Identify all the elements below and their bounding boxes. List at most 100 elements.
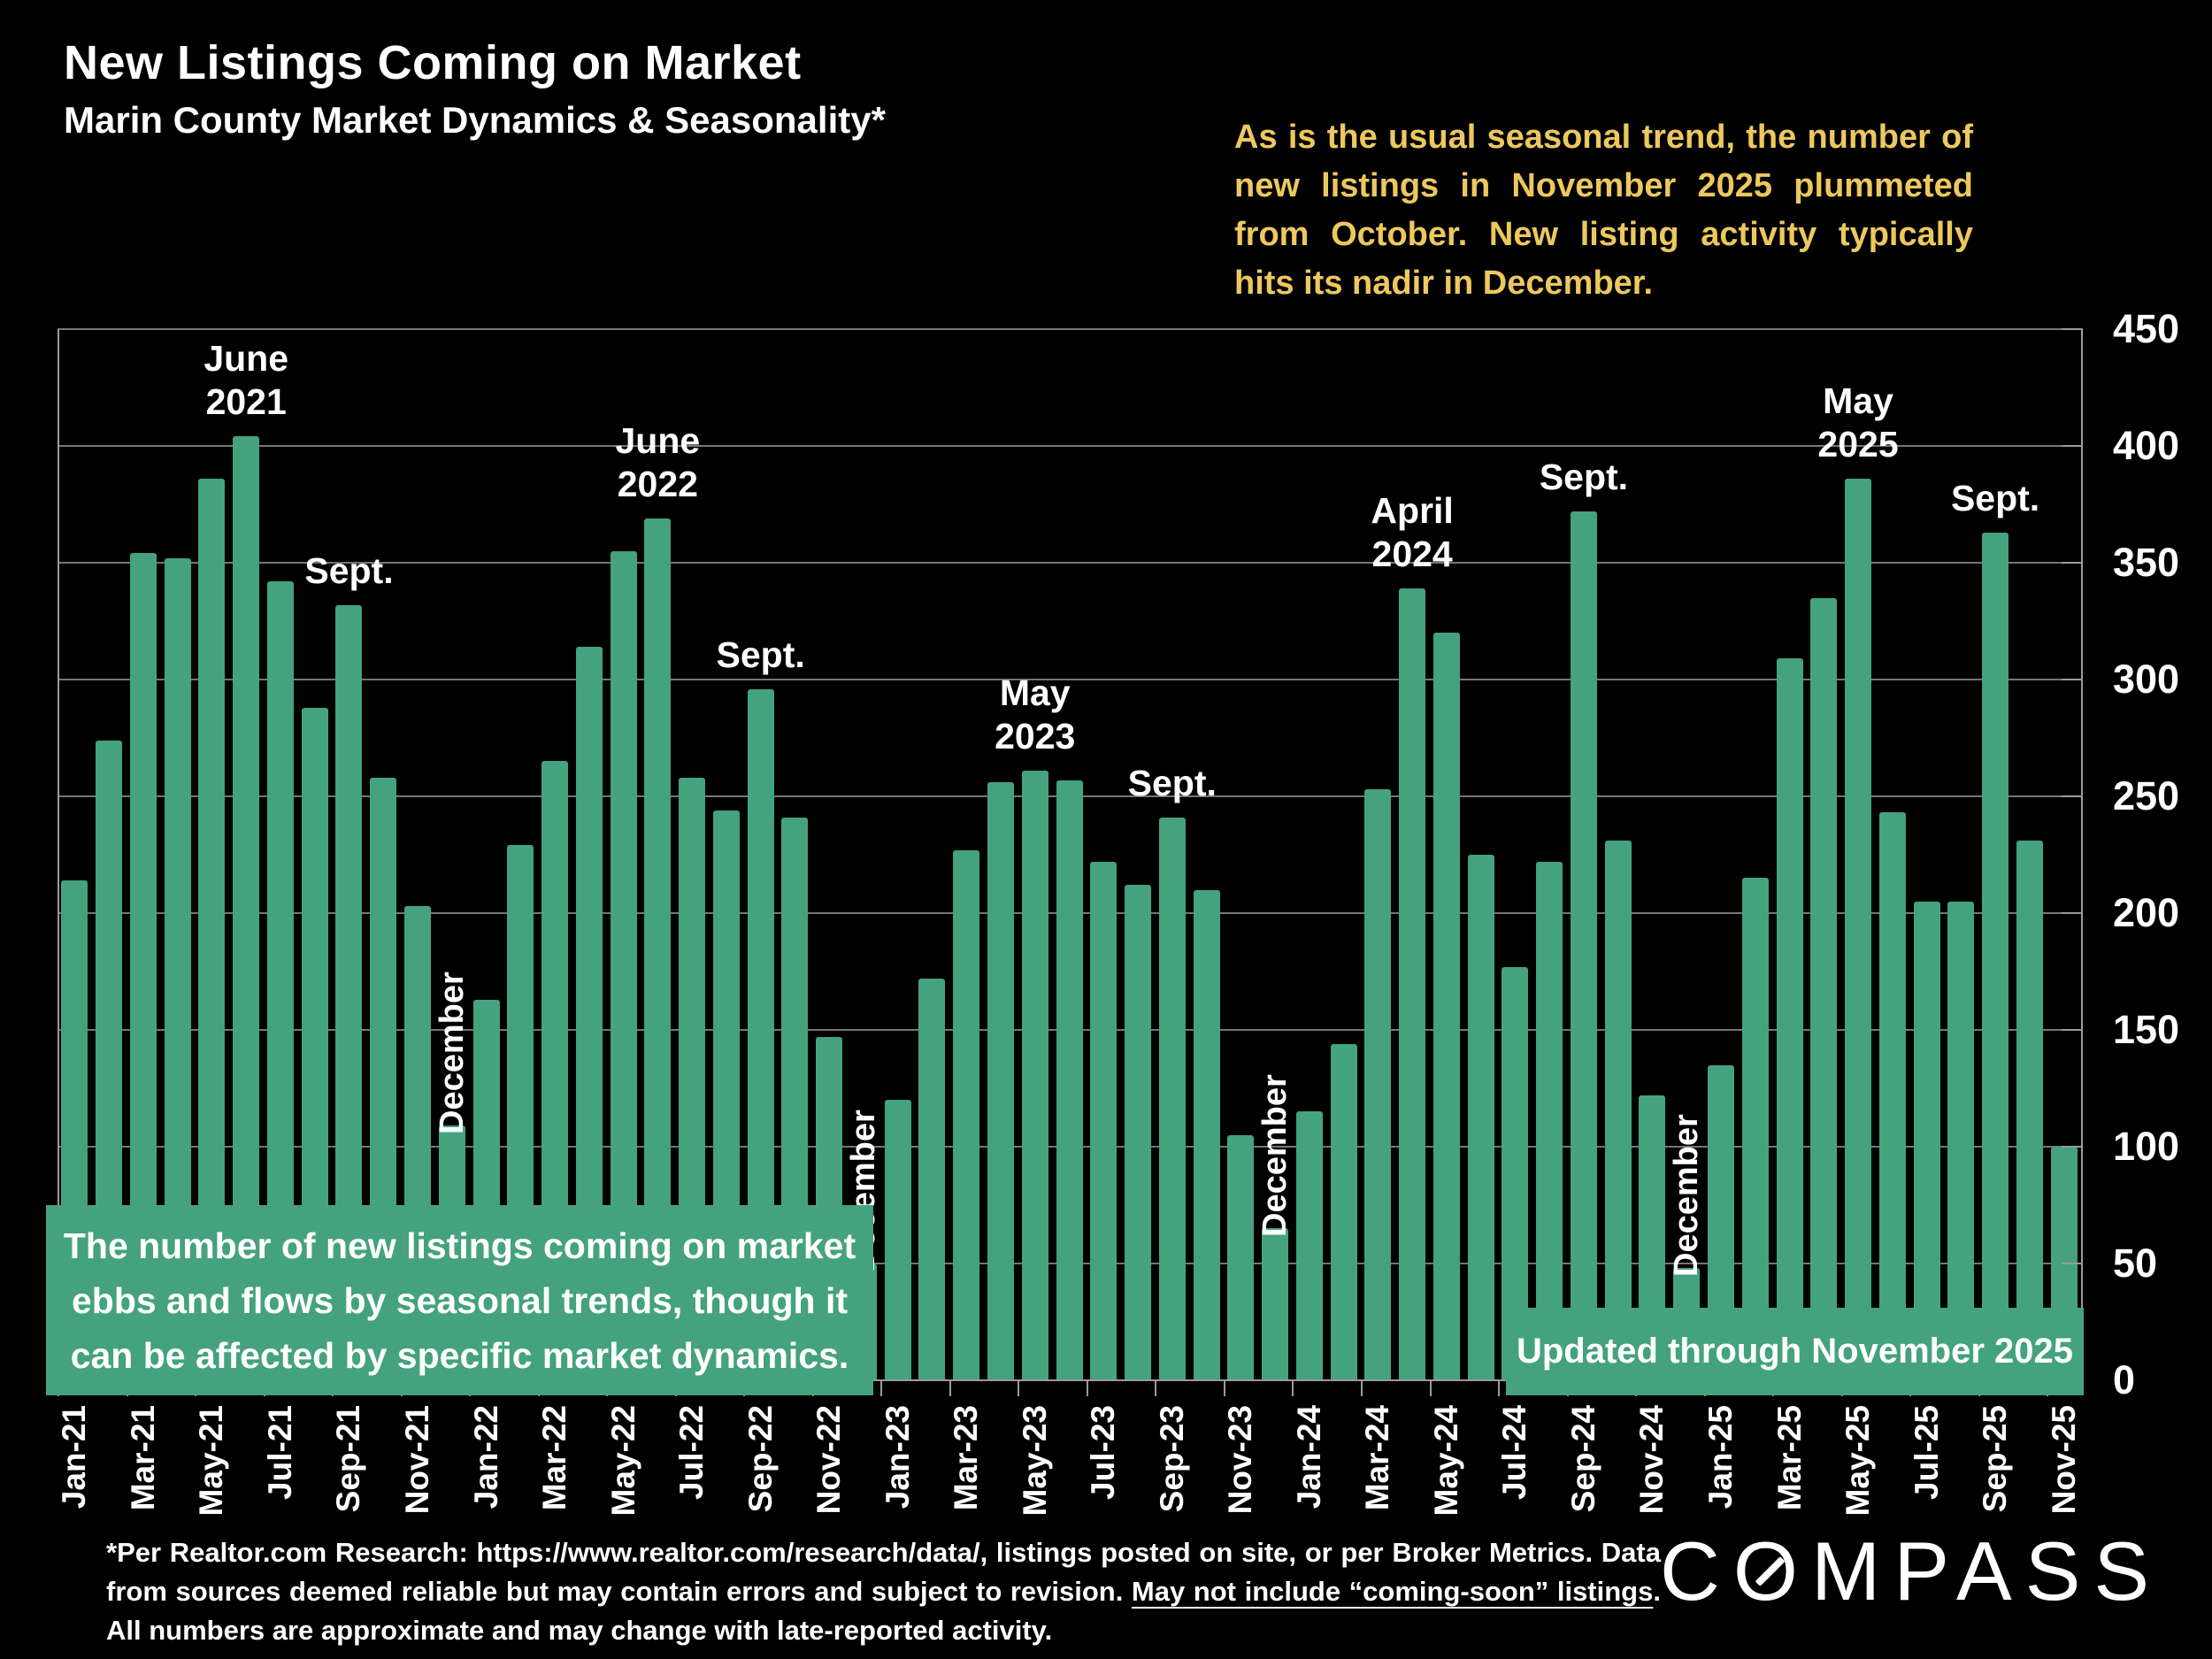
footnote-underlined: May not include “coming-soon” listings xyxy=(1131,1576,1654,1607)
x-tick xyxy=(880,1380,883,1396)
y-axis-left xyxy=(58,329,59,1380)
bar-Apr-24 xyxy=(1399,588,1426,1380)
bar-Sep-24 xyxy=(1570,511,1597,1380)
y-axis-label-400: 400 xyxy=(2113,423,2180,468)
peak-label-Sept.: Sept. xyxy=(716,634,805,675)
bar-Oct-24 xyxy=(1604,841,1632,1380)
x-axis-label-Mar-24: Mar-24 xyxy=(1359,1405,1396,1511)
updated-through-badge: Updated through November 2025 xyxy=(1506,1308,2084,1395)
bar-Aug-23 xyxy=(1125,885,1152,1380)
page-subtitle: Marin County Market Dynamics & Seasonali… xyxy=(64,99,886,141)
bar-Jul-23 xyxy=(1090,861,1118,1380)
page-title: New Listings Coming on Market xyxy=(64,36,802,89)
x-axis-label-Sep-23: Sep-23 xyxy=(1153,1405,1190,1513)
x-axis-label-Jan-25: Jan-25 xyxy=(1701,1405,1739,1509)
december-label-Dec-23: December xyxy=(1256,1074,1294,1238)
y-tick-300 xyxy=(2062,679,2083,680)
x-axis-label-Jul-23: Jul-23 xyxy=(1085,1405,1122,1500)
peak-label-May-2025: May 2025 xyxy=(1817,380,1899,465)
compass-logo: COMPASS xyxy=(1660,1524,2162,1619)
x-axis-label-Nov-23: Nov-23 xyxy=(1222,1405,1259,1515)
x-axis-label-Sep-22: Sep-22 xyxy=(741,1405,779,1513)
bar-Jun-25 xyxy=(1878,812,1906,1380)
bar-Jun-23 xyxy=(1056,780,1083,1380)
y-tick-350 xyxy=(2062,562,2083,564)
seasonal-trend-annotation: As is the usual seasonal trend, the numb… xyxy=(1234,119,1973,302)
x-tick xyxy=(1086,1380,1088,1396)
x-axis-label-Nov-22: Nov-22 xyxy=(810,1405,848,1515)
y-tick-450 xyxy=(2062,328,2083,330)
x-axis-label-Sep-21: Sep-21 xyxy=(330,1405,367,1513)
x-axis-label-Nov-25: Nov-25 xyxy=(2045,1405,2082,1515)
peak-label-April-2024: April 2024 xyxy=(1371,490,1454,575)
x-axis-label-Jan-24: Jan-24 xyxy=(1290,1405,1327,1509)
peak-label-Sept.: Sept. xyxy=(304,549,394,591)
y-tick-400 xyxy=(2062,445,2083,447)
y-axis-label-50: 50 xyxy=(2113,1240,2158,1286)
y-axis-label-150: 150 xyxy=(2113,1007,2180,1052)
logo-letter: C xyxy=(1660,1525,1733,1617)
bar-Nov-23 xyxy=(1227,1134,1255,1380)
x-axis-label-Jul-22: Jul-22 xyxy=(673,1405,710,1500)
x-axis-label-May-21: May-21 xyxy=(193,1405,230,1517)
peak-label-June-2022: June 2022 xyxy=(615,419,701,504)
gridline-450 xyxy=(58,328,2081,330)
footnote-post: . All numbers are approximate and may ch… xyxy=(106,1576,1661,1646)
december-label-Dec-24: December xyxy=(1668,1114,1706,1278)
y-tick-100 xyxy=(2062,1146,2083,1148)
bar-Mar-23 xyxy=(953,849,980,1380)
x-axis-label-Jan-21: Jan-21 xyxy=(56,1405,93,1509)
x-tick xyxy=(1292,1380,1294,1396)
compass-needle-o-icon: O xyxy=(1733,1524,1811,1619)
x-axis-label-Sep-25: Sep-25 xyxy=(1977,1405,2014,1513)
bar-Feb-24 xyxy=(1330,1043,1357,1380)
x-axis-label-Jan-23: Jan-23 xyxy=(879,1405,916,1509)
bar-Jan-24 xyxy=(1295,1111,1323,1380)
bar-Mar-25 xyxy=(1776,658,1803,1380)
footnote: *Per Realtor.com Research: https://www.r… xyxy=(106,1533,1661,1650)
bar-Jul-25 xyxy=(1913,901,1940,1380)
gridline-300 xyxy=(58,679,2081,680)
x-tick xyxy=(949,1380,951,1396)
x-axis-label-May-23: May-23 xyxy=(1016,1405,1053,1517)
x-axis-label-Jul-21: Jul-21 xyxy=(261,1405,298,1500)
peak-label-June-2021: June 2021 xyxy=(204,338,289,423)
y-axis-label-450: 450 xyxy=(2113,306,2180,351)
peak-label-Sept.: Sept. xyxy=(1539,456,1629,497)
bar-May-23 xyxy=(1021,770,1048,1380)
x-axis-label-Nov-21: Nov-21 xyxy=(399,1405,435,1515)
x-axis xyxy=(58,1379,2083,1381)
bar-Sep-23 xyxy=(1158,817,1186,1380)
december-label-Dec-21: December xyxy=(433,972,471,1135)
bar-Aug-24 xyxy=(1536,861,1563,1380)
bar-Jan-23 xyxy=(884,1100,911,1380)
bar-Apr-23 xyxy=(987,782,1014,1380)
x-tick xyxy=(1429,1380,1432,1396)
bar-Aug-25 xyxy=(1947,901,1975,1380)
peak-label-Sept.: Sept. xyxy=(1127,762,1217,803)
bar-Mar-24 xyxy=(1364,789,1392,1380)
x-axis-label-May-24: May-24 xyxy=(1427,1405,1464,1517)
x-axis-label-Mar-25: Mar-25 xyxy=(1770,1405,1808,1511)
gridline-400 xyxy=(58,445,2081,447)
bar-Sep-25 xyxy=(1982,532,2009,1380)
x-axis-label-May-25: May-25 xyxy=(1839,1405,1877,1517)
x-tick xyxy=(1498,1380,1501,1396)
y-tick-250 xyxy=(2062,795,2083,797)
x-axis-label-May-22: May-22 xyxy=(604,1405,641,1517)
x-axis-label-Nov-24: Nov-24 xyxy=(1633,1405,1671,1515)
y-axis-label-350: 350 xyxy=(2113,540,2180,585)
bar-Oct-25 xyxy=(2016,841,2043,1380)
footnote-pre: *Per Realtor.com Research: https://www.r… xyxy=(106,1537,1661,1607)
x-axis-label-Mar-23: Mar-23 xyxy=(948,1405,985,1511)
x-axis-label-Sep-24: Sep-24 xyxy=(1564,1405,1601,1513)
y-tick-50 xyxy=(2062,1263,2083,1264)
y-axis-label-250: 250 xyxy=(2113,773,2180,818)
y-axis-label-300: 300 xyxy=(2113,657,2180,702)
bar-Apr-25 xyxy=(1810,597,1838,1380)
x-tick xyxy=(1223,1380,1225,1396)
y-axis-label-100: 100 xyxy=(2113,1124,2180,1169)
y-tick-150 xyxy=(2062,1029,2083,1031)
x-tick xyxy=(1155,1380,1157,1396)
